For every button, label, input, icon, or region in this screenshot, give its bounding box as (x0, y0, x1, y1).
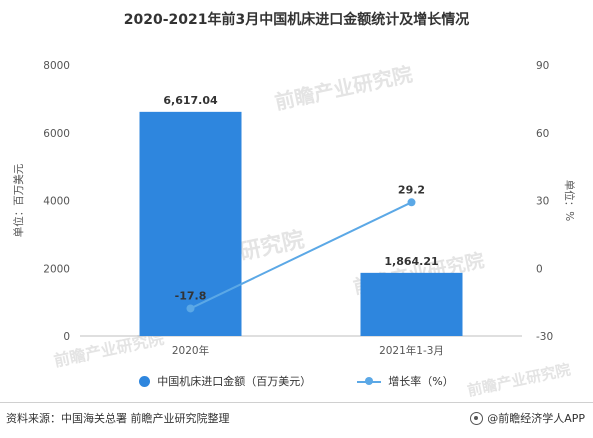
watermark-text-0: 前瞻产业研究院 (273, 62, 415, 115)
bar-1 (360, 272, 463, 336)
legend-line-label: 增长率（%） (388, 375, 454, 388)
brand-logo-icon (470, 411, 484, 425)
growth-value-label: -17.8 (175, 289, 207, 302)
brand-credit-text: @前瞻经济学人APP (487, 412, 585, 425)
legend-bar-swatch (139, 375, 151, 387)
legend-bar-label: 中国机床进口金额（百万美元） (157, 375, 312, 388)
chart-title: 2020-2021年前3月中国机床进口金额统计及增长情况 (123, 12, 470, 28)
bar-value-label: 6,617.04 (163, 94, 218, 107)
legend-line-swatch (357, 376, 382, 387)
y2-tick-label: 60 (536, 128, 549, 140)
y2-axis-title: 单位：% (563, 180, 576, 221)
growth-value-label: 29.2 (398, 183, 425, 196)
y-tick-label: 6000 (43, 128, 70, 140)
y2-tick-label: 0 (536, 263, 543, 275)
y-tick-label: 0 (63, 331, 70, 343)
growth-point-1 (407, 198, 416, 207)
y-tick-label: 4000 (43, 196, 70, 208)
brand-credit: @前瞻经济学人APP (470, 410, 585, 426)
y-axis-title: 单位：百万美元 (12, 163, 25, 237)
y-tick-label: 8000 (43, 60, 70, 72)
y2-tick-label: 30 (536, 196, 549, 208)
legend-item-line: 增长率（%） (357, 373, 454, 389)
source-note: 资料来源：中国海关总署 前瞻产业研究院整理 (6, 412, 230, 425)
y-tick-label: 2000 (43, 263, 70, 275)
y2-tick-label: -30 (536, 331, 553, 343)
chart-legend: 中国机床进口金额（百万美元） 增长率（%） (0, 373, 593, 389)
bar-0 (139, 111, 242, 336)
y2-tick-label: 90 (536, 60, 549, 72)
bar-value-label: 1,864.21 (384, 255, 438, 268)
growth-line (190, 201, 412, 310)
footer-divider (0, 402, 593, 403)
x-tick-label: 2021年1-3月 (379, 344, 444, 357)
legend-item-bar: 中国机床进口金额（百万美元） (139, 373, 311, 389)
x-tick-label: 2020年 (172, 344, 209, 357)
growth-point-0 (186, 304, 195, 313)
